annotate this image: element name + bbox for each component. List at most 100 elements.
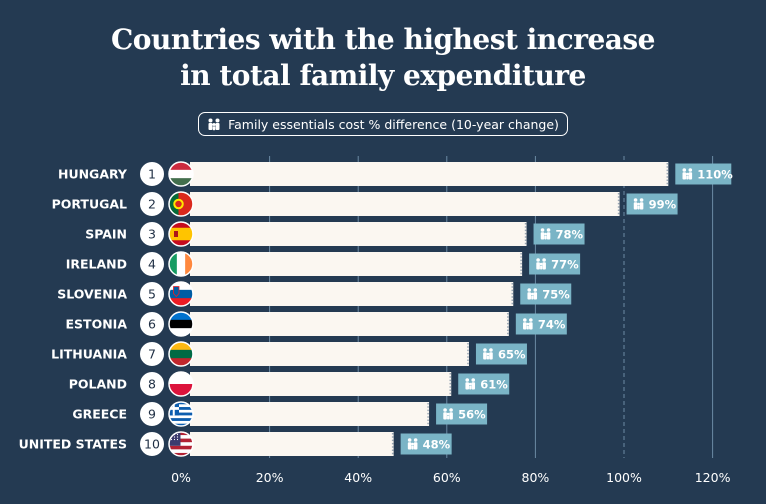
- value-label: 77%: [551, 257, 579, 271]
- flag-cross: [168, 407, 179, 410]
- value-label: 48%: [423, 437, 451, 451]
- flag-star: [173, 436, 176, 438]
- flag-star: [176, 438, 179, 441]
- flag-stripe: [168, 409, 194, 413]
- rank-badge: [139, 341, 165, 367]
- value-label: 61%: [480, 377, 508, 391]
- greece-flag: [168, 401, 194, 427]
- estonia-flag: [168, 311, 194, 337]
- country-label: SPAIN: [85, 227, 127, 242]
- flag-ring: [168, 401, 194, 427]
- flag-stripe: [168, 423, 194, 427]
- portugal-flag: [168, 191, 194, 217]
- flag-stripe: [168, 281, 194, 291]
- icon-body: [413, 442, 418, 450]
- icon-head: [449, 408, 453, 412]
- poland-flag: [168, 371, 194, 397]
- icon-head: [527, 288, 532, 292]
- icon-head: [465, 378, 470, 382]
- rank-number: 5: [148, 287, 156, 302]
- flag-ring: [168, 221, 194, 247]
- bar-row: GREECE 9 56%: [72, 401, 488, 427]
- x-tick-label: 120%: [695, 470, 731, 485]
- family-icon: [540, 228, 551, 240]
- flag-stripe: [168, 328, 194, 337]
- icon-head: [529, 318, 533, 322]
- family-icon: [407, 438, 418, 450]
- icon-body: [449, 412, 453, 420]
- bar-row: LITHUANIA 7 65%: [51, 341, 527, 367]
- bar-row: SLOVENIA 5 75%: [57, 281, 572, 307]
- icon-head: [688, 168, 693, 172]
- family-icon: [208, 118, 220, 130]
- bar: [190, 342, 469, 366]
- flag-stripe: [168, 358, 194, 367]
- icon-head: [411, 442, 414, 446]
- rank-number: 9: [148, 407, 156, 422]
- icon-body: [540, 232, 545, 240]
- family-icon: [443, 408, 453, 420]
- country-label: IRELAND: [66, 257, 127, 272]
- chart-title: Countries with the highest increase in t…: [0, 22, 766, 94]
- bar: [190, 372, 452, 396]
- rank-number: 7: [148, 347, 156, 362]
- value-label: 99%: [649, 197, 677, 211]
- flag-stripe: [168, 420, 194, 424]
- value-label: 74%: [538, 317, 566, 331]
- icon-head: [539, 262, 543, 266]
- flag-star: [176, 433, 179, 436]
- icon-head: [637, 202, 640, 206]
- country-label: LITHUANIA: [51, 347, 127, 362]
- rank-badge: [139, 161, 165, 187]
- country-label: UNITED STATES: [19, 437, 127, 452]
- chart-title-line-1: Countries with the highest increase: [111, 23, 655, 56]
- icon-head: [686, 172, 689, 176]
- bar: [190, 252, 523, 276]
- rank-badge: [139, 371, 165, 397]
- flag-stripe: [176, 251, 186, 277]
- flag-stripe: [168, 438, 194, 443]
- country-label: ESTONIA: [66, 317, 128, 332]
- flag-stripe: [168, 371, 194, 385]
- legend-label: Family essentials cost % difference (10-…: [228, 116, 559, 132]
- bar-row: IRELAND 4 77%: [66, 251, 581, 277]
- rank-number: 4: [148, 257, 156, 272]
- country-label: HUNGARY: [58, 167, 128, 182]
- rank-badge: [139, 251, 165, 277]
- icon-body: [533, 292, 538, 300]
- rank-number: 2: [148, 197, 156, 212]
- value-label: 75%: [542, 287, 570, 301]
- icon-body: [540, 265, 543, 270]
- icon-body: [489, 352, 493, 360]
- icon-body: [471, 382, 476, 390]
- icon-body: [407, 442, 412, 450]
- icon-body: [411, 445, 414, 450]
- icon-body: [465, 382, 470, 390]
- flag-ring: [168, 191, 194, 217]
- x-tick-label: 40%: [344, 470, 372, 485]
- flag-stripe: [168, 401, 194, 405]
- icon-body: [483, 352, 487, 360]
- flag-stripe: [178, 191, 194, 217]
- flag-stripe: [168, 319, 194, 329]
- flag-ring: [168, 311, 194, 337]
- flag-stripe: [168, 431, 194, 436]
- ireland-flag: [168, 251, 194, 277]
- bar-row: PORTUGAL 2 99%: [52, 191, 678, 217]
- icon-head: [407, 438, 412, 442]
- country-label: POLAND: [69, 377, 127, 392]
- x-tick-label: 80%: [522, 470, 550, 485]
- icon-body: [637, 205, 640, 210]
- rank-number: 10: [144, 437, 160, 452]
- flag-stripe: [168, 415, 194, 419]
- icon-body: [639, 202, 644, 210]
- icon-head: [523, 318, 527, 322]
- chart-title-line-2: in total family expenditure: [180, 59, 586, 92]
- flag-stripe: [168, 251, 178, 277]
- icon-body: [443, 412, 447, 420]
- icon-body: [682, 172, 687, 180]
- flag-stripe: [168, 384, 194, 397]
- icon-body: [544, 235, 547, 240]
- x-tick-label: 0%: [171, 470, 191, 485]
